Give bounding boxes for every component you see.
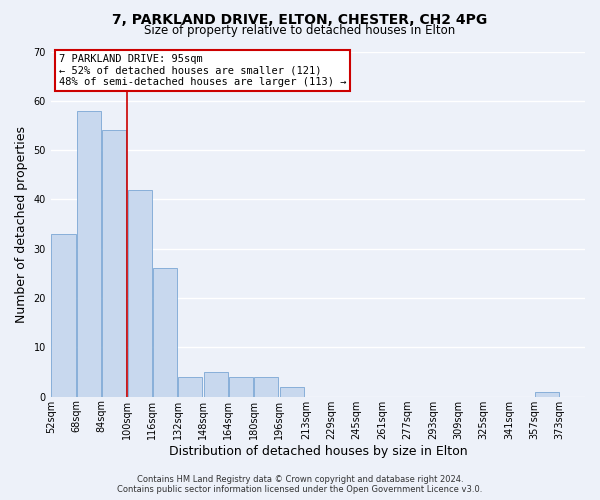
Bar bbox=[280, 387, 304, 396]
Text: 7 PARKLAND DRIVE: 95sqm
← 52% of detached houses are smaller (121)
48% of semi-d: 7 PARKLAND DRIVE: 95sqm ← 52% of detache… bbox=[59, 54, 346, 87]
Bar bbox=[203, 372, 227, 396]
Y-axis label: Number of detached properties: Number of detached properties bbox=[15, 126, 28, 322]
Bar bbox=[535, 392, 559, 396]
Bar bbox=[128, 190, 152, 396]
X-axis label: Distribution of detached houses by size in Elton: Distribution of detached houses by size … bbox=[169, 444, 467, 458]
Bar bbox=[254, 377, 278, 396]
Bar bbox=[77, 110, 101, 397]
Bar bbox=[153, 268, 177, 396]
Bar bbox=[229, 377, 253, 396]
Text: Contains HM Land Registry data © Crown copyright and database right 2024.
Contai: Contains HM Land Registry data © Crown c… bbox=[118, 474, 482, 494]
Text: Size of property relative to detached houses in Elton: Size of property relative to detached ho… bbox=[145, 24, 455, 37]
Bar bbox=[52, 234, 76, 396]
Bar bbox=[178, 377, 202, 396]
Text: 7, PARKLAND DRIVE, ELTON, CHESTER, CH2 4PG: 7, PARKLAND DRIVE, ELTON, CHESTER, CH2 4… bbox=[112, 12, 488, 26]
Bar bbox=[102, 130, 126, 396]
